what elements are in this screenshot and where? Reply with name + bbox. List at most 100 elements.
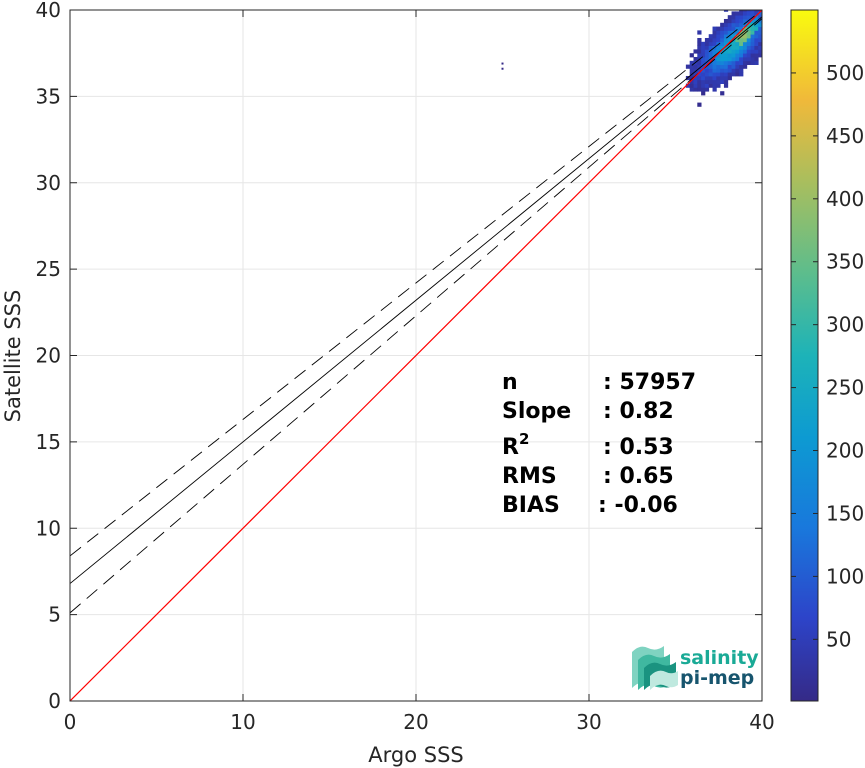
density-cell [712,34,717,39]
density-cell [758,30,762,35]
density-cell [731,49,736,54]
density-cell [754,11,759,16]
density-cell [701,45,706,50]
density-cell [735,11,740,16]
density-cell [735,34,740,39]
density-cell [754,15,759,20]
density-cell [739,37,744,43]
density-cell [704,60,710,65]
density-cell [731,72,736,77]
density-cell [758,11,762,16]
density-cell [727,30,732,35]
density-cell [758,18,762,24]
density-cell [708,75,713,81]
fit-upper-line [70,10,762,557]
density-cell [697,75,702,81]
density-cell [762,23,766,27]
density-cell [731,34,736,39]
density-cell [693,64,698,69]
density-cell [742,11,748,16]
density-cell [720,53,725,58]
density-cell [720,79,725,84]
density-cell [754,37,759,43]
density-cell [754,49,759,54]
density-cell [746,11,751,16]
stats-box: n : 57957 Slope : 0.82 R2 : 0.53 RMS : 0… [502,370,696,518]
density-cell [693,79,698,84]
density-cell [731,11,736,16]
stat-r2-label: R2 [502,430,529,460]
density-cell [697,41,702,46]
density-cell [735,68,740,73]
y-tick-label: 35 [36,84,61,108]
density-cell [697,30,702,35]
density-cell [739,26,744,31]
density-cell [758,53,762,58]
colorbar-ticks: 50 100 150 200 250 300 350 400 450 500 [791,61,864,651]
logo-line1: salinity [680,647,759,669]
density-cell [693,49,698,54]
density-cell [735,30,740,35]
density-cell [704,53,710,58]
density-cell [742,30,748,35]
density-cell [712,60,717,65]
outliers [501,62,504,70]
density-cell [758,10,762,12]
x-ticks: 0 10 20 30 40 [64,10,775,734]
density-cell [727,68,732,73]
density-cell [701,64,706,69]
density-cell [727,49,732,54]
density-cell [704,87,710,92]
density-cell [758,41,762,46]
density-cell [739,60,744,65]
density-cell [731,60,736,65]
density-cell [712,79,717,84]
density-cell [723,64,729,69]
density-cell [746,18,751,24]
density-cell [723,75,729,81]
density-cell [750,30,755,35]
density-cell [746,37,751,43]
density-cell [754,26,759,31]
x-axis-label: Argo SSS [368,743,463,767]
density-cell [720,75,725,81]
density-cell [716,45,721,50]
density-cell [762,34,766,38]
density-cell [762,27,766,31]
logo-line2: pi-mep [680,667,754,689]
outlier-point [501,67,504,70]
stat-n-value: : 57957 [603,370,696,395]
density-cell [701,56,706,62]
density-cell [739,49,744,54]
density-cell [720,45,725,50]
y-axis-label: Satellite SSS [1,290,25,423]
density-cell [723,56,729,62]
density-cell [716,64,721,69]
density-cell [731,56,736,62]
density-cell [704,37,710,43]
density-cell [708,45,713,50]
density-cell [704,56,710,62]
density-cell [735,37,740,43]
density-cell [708,53,713,58]
density-cell [735,15,740,20]
x-tick-label: 30 [576,710,601,734]
density-cell [701,53,706,58]
density-cell [712,87,717,92]
density-cell [750,37,755,43]
density-cell [758,49,762,54]
density-cell [689,53,694,58]
density-cell [685,83,691,88]
density-cell [716,75,721,81]
density-cell [720,72,725,77]
density-cell [723,34,729,39]
density-cell [735,45,740,50]
density-cell [697,53,702,58]
density-cell [708,68,713,73]
density-cell [689,83,694,88]
density-cell [697,68,702,73]
density-cell [762,61,766,65]
density-cell [716,26,721,31]
density-cell [754,45,759,50]
density-cell [750,53,755,58]
